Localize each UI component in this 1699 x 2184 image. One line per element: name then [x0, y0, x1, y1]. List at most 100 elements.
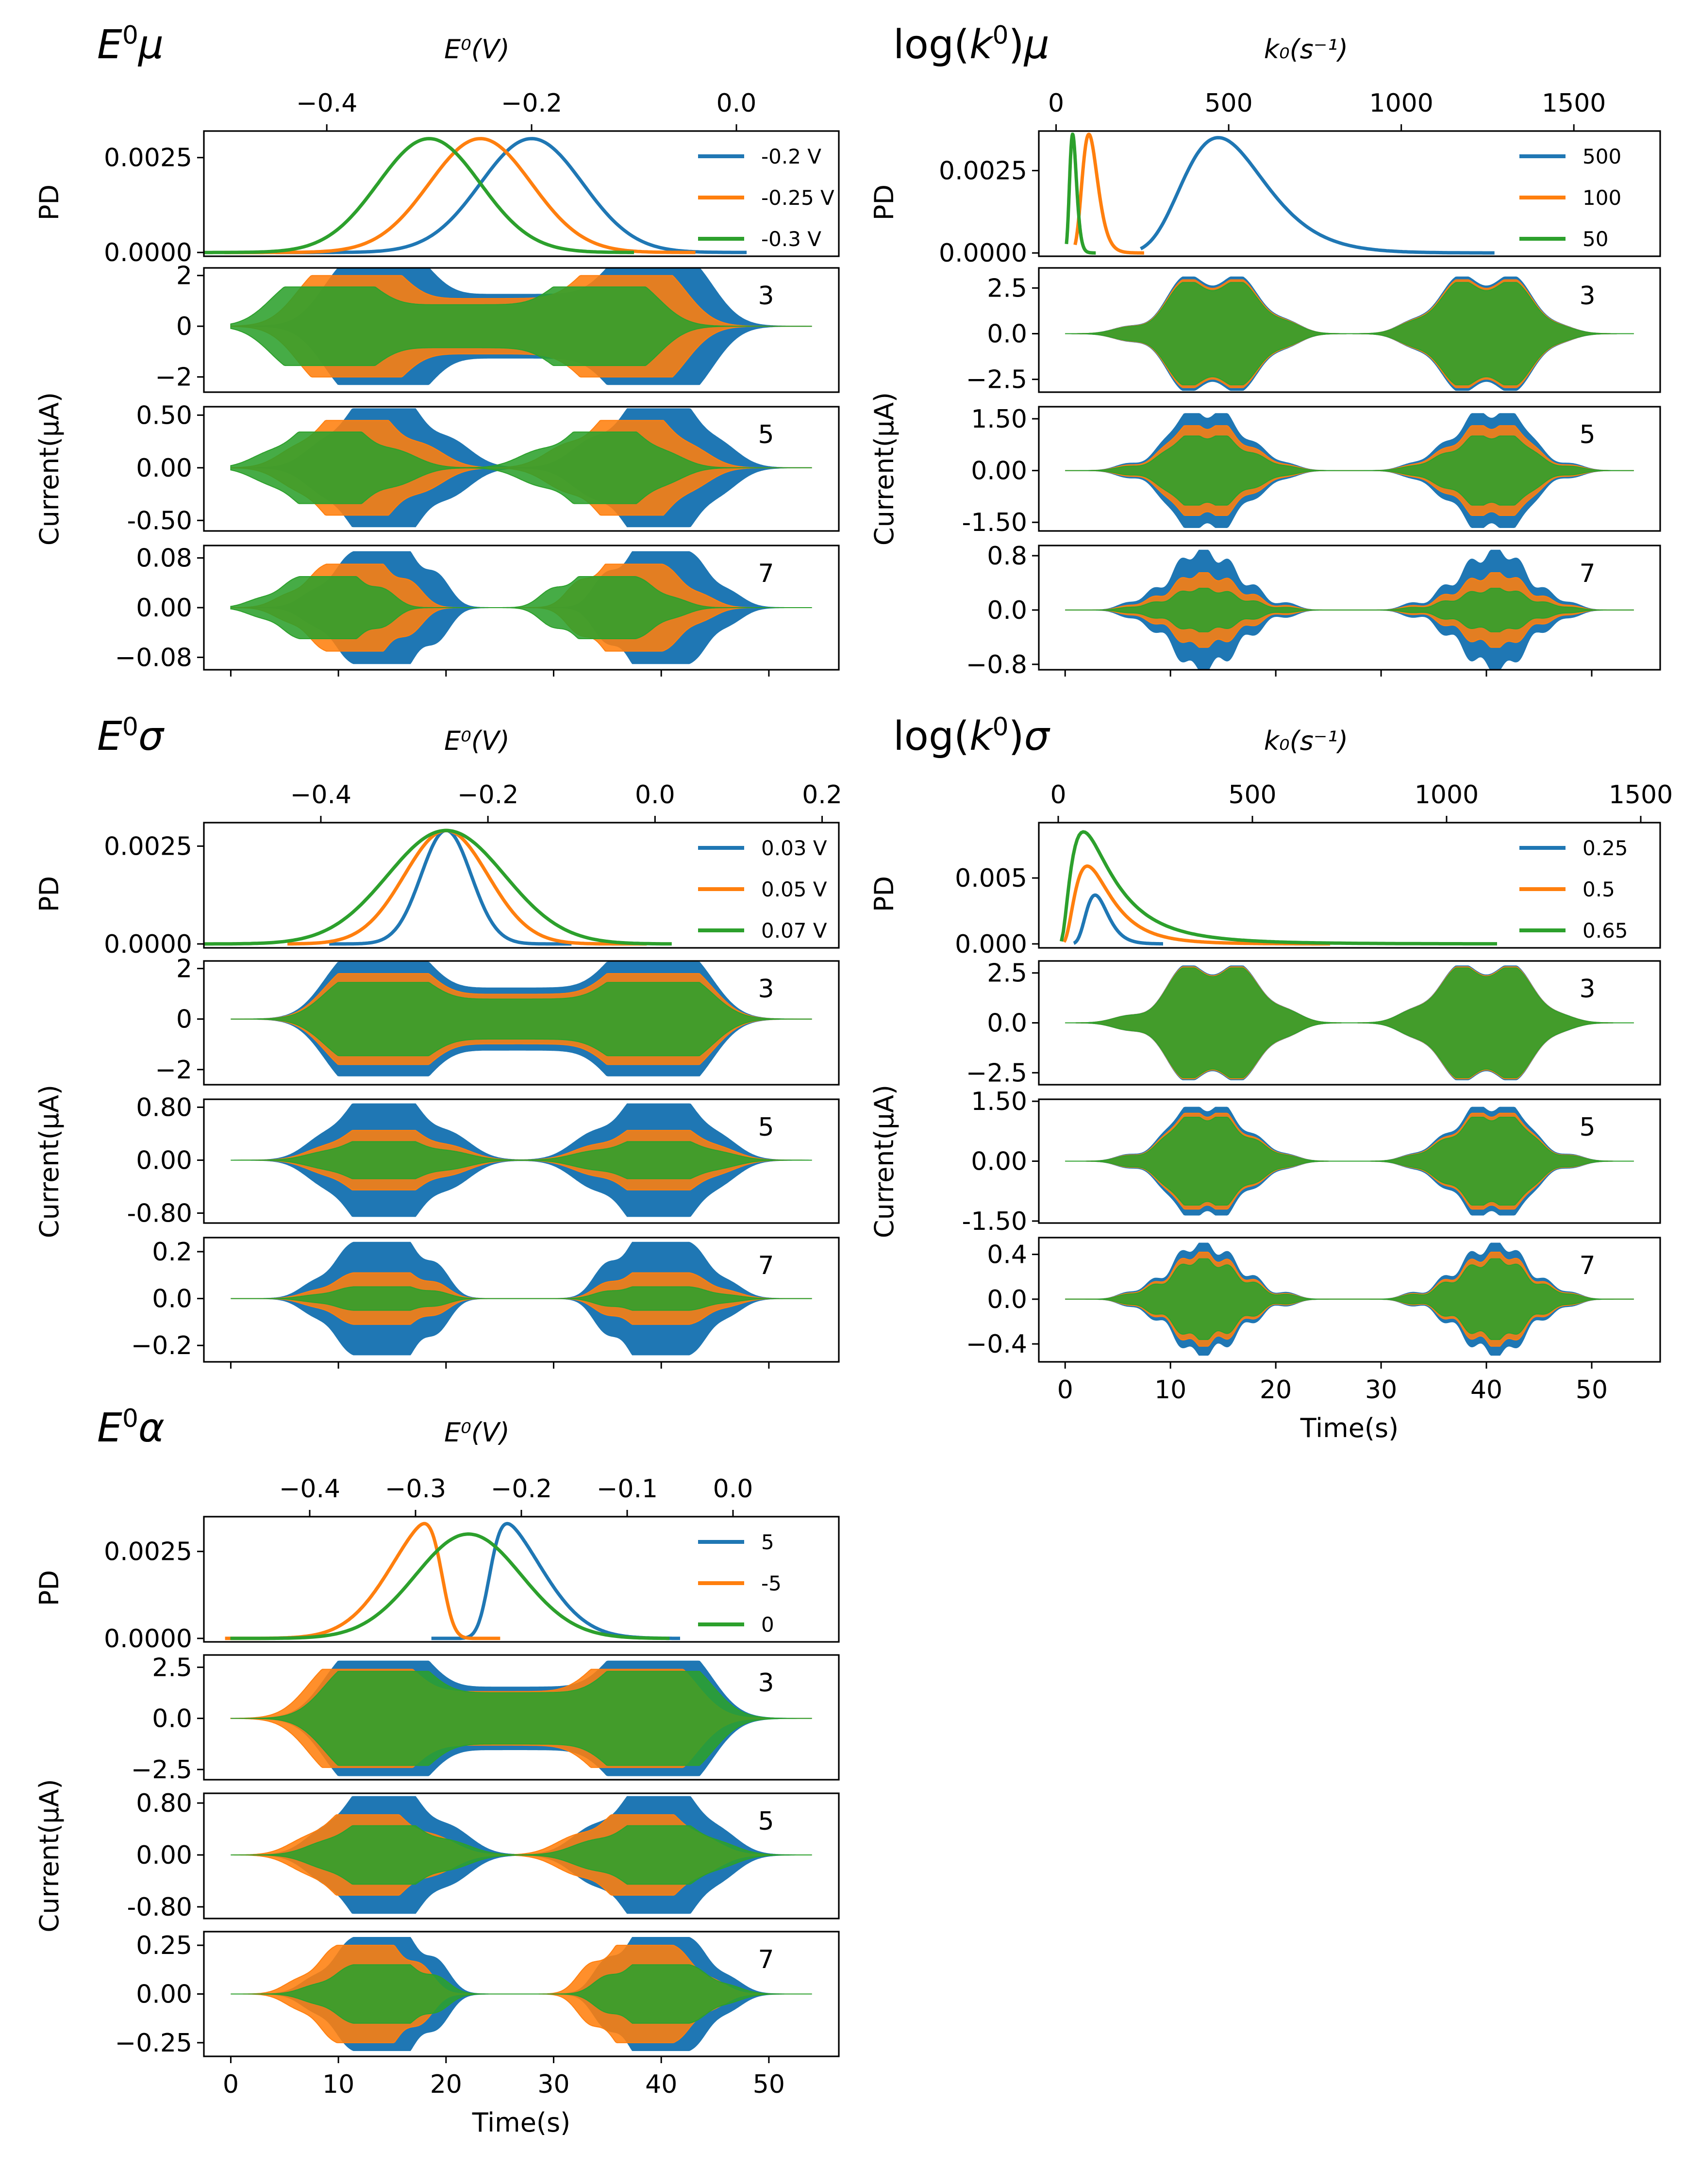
y-tick-label: 0.0 — [152, 1704, 192, 1734]
chart-block-1: log(k0)μ k₀(s⁻¹) 0 500 1000 1500 0.0000 0.0025 P… — [869, 21, 1661, 679]
legend-label: 500 — [1582, 145, 1621, 168]
pd-series-line — [1065, 132, 1096, 255]
harmonic-panel-3: −2 0 2 3 — [155, 955, 840, 1086]
top-axis-label: E⁰(V) — [444, 1417, 510, 1448]
y-tick-label: 2 — [176, 955, 192, 984]
top-tick-label: 0.0 — [716, 89, 757, 118]
harmonic-panel-5: -1.50 0.00 1.50 5 — [962, 1087, 1661, 1236]
chart-block-2: E0σ E⁰(V)−0.4 −0.2 0.0 0.20.00000.0025PD0.03… — [34, 712, 842, 1369]
top-tick-label: 0 — [1050, 780, 1066, 810]
harmonic-label: 7 — [758, 559, 774, 588]
top-tick-label: −0.2 — [501, 89, 562, 118]
y-tick-label: 0.2 — [152, 1238, 192, 1267]
y-tick-label: −2.5 — [966, 365, 1027, 395]
y-tick-label: -0.50 — [127, 506, 192, 535]
panel-title: log(k0)μ — [893, 21, 1049, 68]
harmonic-frame — [203, 1654, 840, 1781]
pd-series-line — [431, 1522, 680, 1640]
top-tick-label: 0.0 — [635, 780, 675, 810]
x-tick-label: 40 — [1470, 1375, 1502, 1405]
harmonic-series-fill — [230, 286, 812, 366]
current-ylabel: Current(μA) — [34, 1779, 65, 1932]
x-tick-label: 30 — [537, 2070, 569, 2099]
y-tick-label: 0.00 — [136, 454, 192, 483]
chart-block-4: E0α E⁰(V)−0.4 −0.3 −0.2 −0.1 0.00.00000.0025P… — [34, 1404, 840, 2138]
harmonic-label: 5 — [758, 420, 774, 449]
legend-label: -0.3 V — [761, 227, 821, 251]
y-tick-label: 0.8 — [987, 542, 1027, 571]
harmonic-label: 5 — [1579, 1113, 1595, 1142]
y-tick-label: 0.0 — [987, 1285, 1027, 1314]
harmonic-frame — [1038, 406, 1661, 532]
top-axis-label: E⁰(V) — [444, 34, 510, 65]
pd-frame — [203, 130, 840, 257]
pd-series-line — [1073, 132, 1144, 255]
harmonic-series-fill — [231, 1825, 812, 1885]
top-tick-label: 1000 — [1415, 780, 1479, 810]
top-tick-label: 1500 — [1542, 89, 1606, 118]
top-tick-label: 0.2 — [802, 780, 842, 810]
y-tick-label: 0.80 — [136, 1093, 192, 1122]
y-tick-label: 0.0 — [987, 1009, 1027, 1038]
top-tick-label: 0 — [1048, 89, 1064, 118]
x-tick-label: 20 — [430, 2070, 462, 2099]
y-tick-label: 1.50 — [971, 1087, 1027, 1116]
pd-frame — [203, 1516, 840, 1643]
y-tick-label: −0.4 — [966, 1330, 1027, 1359]
top-tick-label: −0.4 — [290, 780, 351, 810]
y-tick-label: 0.0025 — [104, 144, 192, 173]
legend-label: -0.2 V — [761, 145, 821, 168]
harmonic-label: 7 — [1579, 1251, 1595, 1280]
harmonic-label: 7 — [1579, 559, 1595, 588]
harmonic-series-fill — [231, 563, 812, 652]
harmonic-panel-5: -0.80 0.00 0.80 5 — [127, 1789, 840, 1922]
y-tick-label: -1.50 — [962, 1207, 1027, 1236]
top-tick-label: 1000 — [1369, 89, 1433, 118]
harmonic-label: 5 — [1579, 420, 1595, 449]
y-tick-label: 0.4 — [987, 1241, 1027, 1270]
x-tick-label: 0 — [1057, 1375, 1073, 1405]
current-ylabel: Current(μA) — [34, 1085, 65, 1238]
top-tick-label: 500 — [1204, 89, 1252, 118]
y-tick-label: −0.8 — [966, 650, 1027, 679]
y-tick-label: 2.5 — [987, 959, 1027, 988]
harmonic-label: 3 — [1579, 281, 1595, 311]
top-tick-label: −0.2 — [491, 1474, 552, 1504]
y-tick-label: 0.25 — [136, 1931, 192, 1960]
pd-series-line — [224, 137, 696, 254]
y-tick-label: 0.00 — [971, 1147, 1027, 1176]
legend-label: 0.25 — [1582, 836, 1628, 860]
harmonic-label: 7 — [758, 1945, 774, 1974]
y-tick-label: 0 — [176, 1005, 192, 1034]
legend-label: 50 — [1582, 227, 1608, 251]
y-tick-label: −2 — [155, 363, 192, 392]
y-tick-label: 0.0000 — [104, 930, 192, 959]
x-tick-label: 40 — [645, 2070, 677, 2099]
pd-series-line — [275, 137, 747, 254]
legend-label: 0.07 V — [761, 919, 827, 943]
harmonic-frame — [203, 960, 840, 1086]
harmonic-series-fill — [231, 1272, 812, 1325]
current-ylabel: Current(μA) — [34, 392, 65, 546]
harmonic-label: 3 — [1579, 975, 1595, 1004]
y-tick-label: 0.08 — [136, 544, 192, 573]
y-tick-label: 0.0 — [152, 1285, 192, 1314]
y-tick-label: 1.50 — [971, 405, 1027, 434]
x-tick-label: 10 — [1154, 1375, 1186, 1405]
y-tick-label: 0.0000 — [104, 1624, 192, 1654]
pd-series-line — [1140, 136, 1495, 255]
legend-label: 5 — [761, 1530, 774, 1554]
x-tick-label: 20 — [1260, 1375, 1292, 1405]
harmonic-series-fill — [231, 1141, 812, 1179]
y-tick-label: −2 — [155, 1056, 192, 1085]
y-tick-label: 0.00 — [136, 1980, 192, 2009]
panel-title: E0μ — [97, 21, 164, 68]
x-tick-label: 30 — [1365, 1375, 1397, 1405]
top-tick-label: −0.3 — [385, 1474, 446, 1504]
top-axis-label: k₀(s⁻¹) — [1264, 34, 1348, 65]
harmonic-series-fill — [1065, 1117, 1634, 1206]
harmonic-label: 3 — [758, 975, 774, 1004]
harmonic-panel-3: −2.5 0.0 2.5 3 — [966, 959, 1661, 1088]
top-tick-label: −0.1 — [597, 1474, 658, 1504]
y-tick-label: −0.2 — [131, 1331, 192, 1360]
